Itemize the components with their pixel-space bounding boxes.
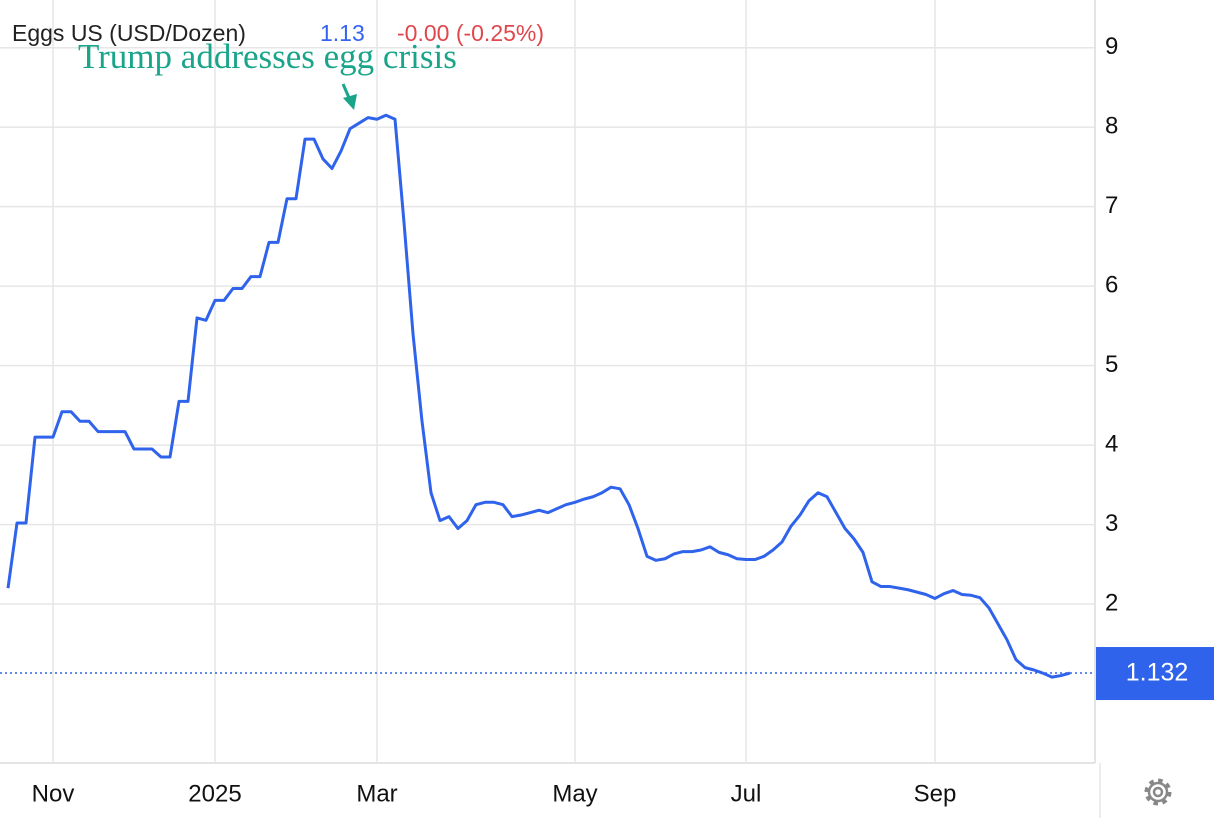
- x-tick-label: Sep: [914, 780, 957, 807]
- settings-button[interactable]: [1144, 778, 1172, 806]
- last-price: 1.13: [320, 20, 365, 46]
- last-value-badge: [1096, 647, 1214, 701]
- y-tick-label: 8: [1105, 113, 1118, 140]
- price-change: -0.00 (-0.25%): [397, 20, 544, 46]
- annotation-arrow: [341, 83, 357, 110]
- y-tick-label: 9: [1105, 33, 1118, 60]
- x-tick-label: Jul: [731, 780, 762, 807]
- y-tick-label: 5: [1105, 351, 1118, 378]
- x-tick-label: May: [552, 780, 597, 807]
- annotation: Trump addresses egg crisis: [78, 37, 457, 76]
- y-tick-label: 6: [1105, 271, 1118, 298]
- y-tick-label: 4: [1105, 430, 1118, 457]
- x-tick-label: Nov: [32, 780, 75, 807]
- x-tick-label: Mar: [356, 780, 397, 807]
- last-value-label: 1.132: [1126, 659, 1189, 687]
- plot-area: [0, 0, 1095, 763]
- y-tick-label: 7: [1105, 192, 1118, 219]
- y-tick-label: 3: [1105, 510, 1118, 537]
- x-tick-label: 2025: [188, 780, 241, 807]
- y-tick-label: 2: [1105, 589, 1118, 616]
- chart-title: Eggs US (USD/Dozen): [12, 20, 246, 46]
- price-line: [6, 113, 1071, 679]
